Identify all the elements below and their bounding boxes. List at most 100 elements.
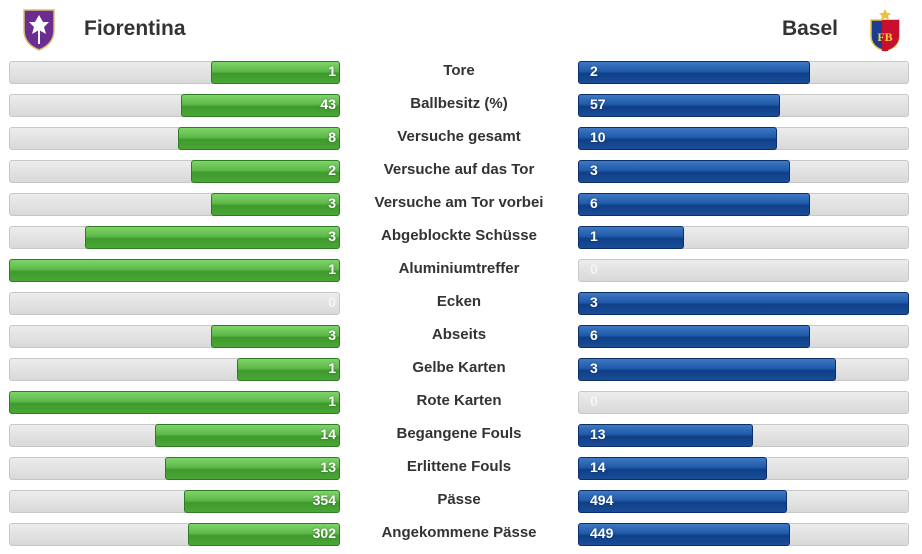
stat-row: 43 57 Ballbesitz (%) bbox=[0, 90, 922, 123]
away-stat-value: 6 bbox=[590, 327, 598, 343]
stat-row: 1 2 Tore bbox=[0, 57, 922, 90]
away-bar-fill bbox=[578, 94, 780, 117]
stat-label: Versuche gesamt bbox=[397, 128, 521, 145]
stat-row: 302 449 Angekommene Pässe bbox=[0, 519, 922, 552]
away-bar-fill bbox=[578, 193, 810, 216]
away-bar-fill bbox=[578, 490, 787, 513]
home-bar-track bbox=[9, 457, 340, 480]
home-stat-value: 1 bbox=[328, 393, 336, 409]
stat-label: Rote Karten bbox=[416, 392, 502, 409]
home-bar-fill bbox=[211, 325, 340, 348]
home-stat-value: 13 bbox=[320, 459, 336, 475]
home-bar-fill bbox=[211, 193, 340, 216]
away-bar-fill bbox=[578, 160, 790, 183]
away-bar-track bbox=[578, 424, 909, 447]
stat-row: 2 3 Versuche auf das Tor bbox=[0, 156, 922, 189]
basel-crest-icon: FB bbox=[870, 9, 900, 52]
home-stat-value: 14 bbox=[320, 426, 336, 442]
away-bar-track bbox=[578, 325, 909, 348]
home-bar-track bbox=[9, 61, 340, 84]
away-stat-value: 13 bbox=[590, 426, 606, 442]
stat-label: Gelbe Karten bbox=[412, 359, 506, 376]
home-bar-track bbox=[9, 94, 340, 117]
home-bar-fill bbox=[165, 457, 340, 480]
away-bar-track bbox=[578, 160, 909, 183]
home-bar-track bbox=[9, 160, 340, 183]
away-bar-fill bbox=[578, 523, 790, 546]
stat-label: Ecken bbox=[436, 293, 482, 310]
stat-label: Abgeblockte Schüsse bbox=[381, 227, 537, 244]
stat-row: 1 0 Rote Karten bbox=[0, 387, 922, 420]
home-stat-value: 43 bbox=[320, 96, 336, 112]
stat-row: 354 494 Pässe bbox=[0, 486, 922, 519]
away-stat-value: 494 bbox=[590, 492, 614, 508]
stat-label: Aluminiumtreffer bbox=[398, 260, 520, 277]
stat-label: Erlittene Fouls bbox=[406, 458, 512, 475]
stat-row: 3 1 Abgeblockte Schüsse bbox=[0, 222, 922, 255]
home-bar-fill bbox=[237, 358, 340, 381]
match-header: Fiorentina Basel FB bbox=[0, 0, 922, 58]
away-bar-track bbox=[578, 457, 909, 480]
stat-row: 3 6 Versuche am Tor vorbei bbox=[0, 189, 922, 222]
home-bar-track bbox=[9, 391, 340, 414]
stat-row: 3 6 Abseits bbox=[0, 321, 922, 354]
away-stat-value: 449 bbox=[590, 525, 614, 541]
away-bar-track bbox=[578, 226, 909, 249]
fiorentina-crest-icon bbox=[23, 9, 55, 51]
home-bar-fill bbox=[191, 160, 340, 183]
stat-label: Pässe bbox=[437, 491, 481, 508]
away-stat-value: 10 bbox=[590, 129, 606, 145]
away-stat-value: 57 bbox=[590, 96, 606, 112]
away-stat-value: 3 bbox=[590, 294, 598, 310]
stat-row: 8 10 Versuche gesamt bbox=[0, 123, 922, 156]
home-bar-fill bbox=[184, 490, 340, 513]
away-bar-track bbox=[578, 358, 909, 381]
home-stat-value: 302 bbox=[312, 525, 336, 541]
away-stat-value: 1 bbox=[590, 228, 598, 244]
stat-label: Begangene Fouls bbox=[396, 425, 522, 442]
home-stat-value: 1 bbox=[328, 261, 336, 277]
home-bar-fill bbox=[188, 523, 340, 546]
stat-row: 1 0 Aluminiumtreffer bbox=[0, 255, 922, 288]
home-stat-value: 3 bbox=[328, 195, 336, 211]
stat-row: 1 3 Gelbe Karten bbox=[0, 354, 922, 387]
away-bar-track bbox=[578, 193, 909, 216]
home-bar-fill bbox=[85, 226, 340, 249]
home-bar-track bbox=[9, 490, 340, 513]
home-bar-track bbox=[9, 358, 340, 381]
home-bar-fill bbox=[178, 127, 340, 150]
away-bar-fill bbox=[578, 226, 684, 249]
home-bar-fill bbox=[181, 94, 340, 117]
home-stat-value: 3 bbox=[328, 228, 336, 244]
home-stat-value: 3 bbox=[328, 327, 336, 343]
away-bar-track bbox=[578, 259, 909, 282]
home-stat-value: 0 bbox=[328, 294, 336, 310]
away-bar-track bbox=[578, 127, 909, 150]
away-bar-track bbox=[578, 490, 909, 513]
away-stat-value: 0 bbox=[590, 261, 598, 277]
away-bar-track bbox=[578, 94, 909, 117]
home-bar-fill bbox=[9, 391, 340, 414]
home-bar-track bbox=[9, 424, 340, 447]
away-team-name: Basel bbox=[781, 17, 838, 40]
home-bar-track bbox=[9, 127, 340, 150]
away-stat-value: 2 bbox=[590, 63, 598, 79]
away-bar-fill bbox=[578, 325, 810, 348]
away-stat-value: 6 bbox=[590, 195, 598, 211]
away-stat-value: 0 bbox=[590, 393, 598, 409]
away-bar-track bbox=[578, 391, 909, 414]
stat-label: Tore bbox=[443, 62, 475, 79]
home-stat-value: 354 bbox=[312, 492, 336, 508]
home-bar-track bbox=[9, 523, 340, 546]
stat-row: 13 14 Erlittene Fouls bbox=[0, 453, 922, 486]
away-stat-value: 14 bbox=[590, 459, 606, 475]
home-stat-value: 2 bbox=[328, 162, 336, 178]
stat-row: 14 13 Begangene Fouls bbox=[0, 420, 922, 453]
stat-label: Versuche am Tor vorbei bbox=[374, 194, 544, 211]
home-bar-track bbox=[9, 259, 340, 282]
stat-row: 0 3 Ecken bbox=[0, 288, 922, 321]
home-stat-value: 8 bbox=[328, 129, 336, 145]
away-bar-fill bbox=[578, 127, 777, 150]
away-bar-fill bbox=[578, 292, 909, 315]
away-bar-fill bbox=[578, 358, 836, 381]
